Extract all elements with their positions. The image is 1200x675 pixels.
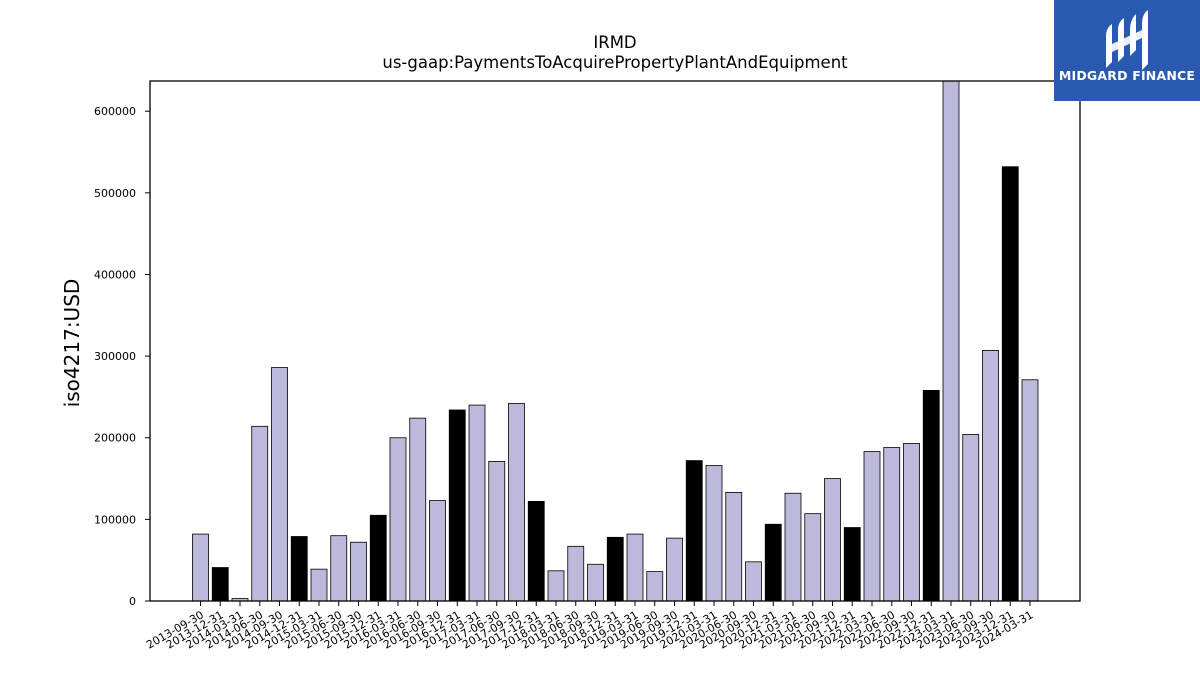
y-tick-label: 300000 [94,350,136,363]
bar [646,571,664,602]
bar [705,465,723,602]
bar [982,349,999,602]
bar [251,425,269,602]
logo-text: MIDGARD FINANCE [1058,68,1196,83]
midgard-logo-icon [1106,10,1148,70]
bar [192,533,209,602]
bar [389,437,407,602]
bar [429,500,446,602]
bar [903,443,920,602]
bar [745,561,762,602]
y-tick-label: 400000 [94,268,136,281]
y-tick-label: 0 [129,595,136,608]
bar [883,447,901,602]
chart-subtitle: us-gaap:PaymentsToAcquirePropertyPlantAn… [382,53,848,72]
bar [922,389,940,602]
plot-frame [149,80,1081,602]
y-ticks-group: 0 100000 200000 300000 400000 500000 600000 [94,105,150,608]
bar [1021,379,1039,602]
bar [764,523,782,602]
y-tick-label: 500000 [94,187,136,200]
bar [1001,166,1019,602]
bar [863,451,881,602]
bar [211,567,229,602]
y-tick-label: 600000 [94,105,136,118]
bar [804,513,822,602]
bar [587,563,604,602]
bar [271,367,288,602]
bar [409,417,427,602]
bar [685,460,703,602]
bar [310,568,328,602]
bar [448,409,466,602]
y-tick-label: 200000 [94,432,136,445]
bar [666,537,683,602]
chart-title: IRMD [593,33,636,52]
bar [527,501,545,602]
bar [942,80,960,602]
bar [290,536,308,602]
bar [626,533,644,602]
midgard-logo: MIDGARD FINANCE [1054,0,1200,101]
bar [488,461,506,602]
bar [843,527,861,602]
bar [547,570,565,602]
bar [468,404,486,602]
x-ticks-group: 2013-09-302013-12-312014-03-312014-06-30… [144,601,1036,652]
bar [330,535,348,602]
bars-group [192,80,1039,602]
bar [784,492,802,602]
bar [962,434,980,602]
bar [824,478,841,602]
bar [725,492,743,602]
y-tick-label: 100000 [94,513,136,526]
bar [606,536,624,602]
bar [369,514,387,602]
y-axis-label: iso4217:USD [60,279,84,408]
bar [350,541,367,602]
bar [567,545,585,602]
bar [508,403,525,602]
